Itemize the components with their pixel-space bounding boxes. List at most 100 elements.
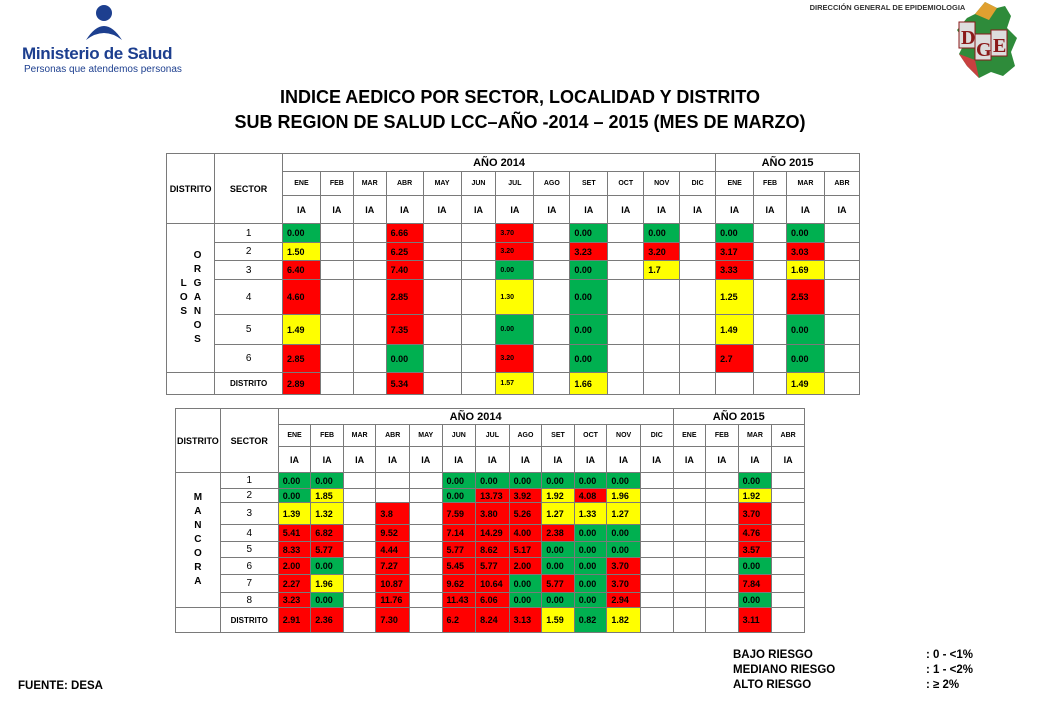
- ia-value-cell: [639, 592, 674, 608]
- ia-total-cell: [643, 372, 681, 395]
- ia-value-cell: [753, 223, 787, 243]
- sector-number: 2: [219, 488, 279, 503]
- district-letter: A: [194, 506, 202, 517]
- month-header: ENE: [672, 424, 707, 447]
- month-header: JUN: [460, 171, 497, 196]
- sector-number: 6: [214, 344, 283, 373]
- ia-value-cell: 1.32: [310, 502, 344, 525]
- ia-total-cell: 6.2: [441, 607, 477, 633]
- ia-value-cell: [422, 314, 462, 345]
- ia-value-cell: [319, 314, 354, 345]
- ia-value-cell: 1.49: [281, 314, 321, 345]
- ia-value-cell: 1.49: [715, 314, 755, 345]
- ia-header: IA: [422, 195, 462, 224]
- legend-label: BAJO RIESGO: [733, 649, 813, 661]
- table-row: 4 4.60 2.85 1.30 0.00 1.25 2.53: [167, 279, 861, 315]
- month-header: OCT: [607, 171, 645, 196]
- ia-header: IA: [737, 446, 773, 473]
- ia-total-cell: [460, 372, 497, 395]
- ia-value-cell: [422, 223, 462, 243]
- ia-value-cell: 2.27: [277, 574, 312, 593]
- ia-value-cell: 0.00: [495, 314, 535, 345]
- month-header: ENE: [281, 171, 321, 196]
- ia-total-cell: [607, 372, 645, 395]
- ia-value-cell: 4.08: [573, 488, 608, 503]
- month-header: MAR: [342, 424, 377, 447]
- ia-value-cell: [352, 344, 387, 373]
- table-row: 2 0.00 1.85 0.00 13.73 3.92 1.92 4.08 1.96 1.92: [176, 488, 805, 503]
- ia-header: IA: [785, 195, 825, 224]
- svg-text:E: E: [993, 35, 1006, 57]
- ia-header: IA: [541, 446, 575, 473]
- ia-value-cell: 0.00: [385, 344, 424, 373]
- ia-value-cell: 0.00: [508, 472, 543, 489]
- ia-value-cell: [753, 279, 787, 315]
- ia-value-cell: [823, 314, 861, 345]
- ia-value-cell: 3.80: [475, 502, 510, 525]
- ia-value-cell: 0.00: [573, 524, 608, 542]
- ia-value-cell: 3.70: [606, 574, 641, 593]
- ia-value-cell: 2.94: [606, 592, 641, 608]
- month-header: NOV: [606, 424, 641, 447]
- ministry-name: Ministerio de Salud: [22, 44, 173, 63]
- ia-value-cell: 6.82: [310, 524, 344, 542]
- ia-header: IA: [533, 195, 571, 224]
- ia-total-cell: 2.89: [281, 372, 321, 395]
- ia-value-cell: 0.00: [541, 472, 575, 489]
- ia-value-cell: 7.27: [375, 557, 410, 575]
- ia-value-cell: [607, 260, 645, 280]
- ia-value-cell: [460, 223, 497, 243]
- ia-value-cell: 5.41: [277, 524, 312, 542]
- ia-value-cell: 4.76: [737, 524, 773, 542]
- ia-total-cell: 1.57: [495, 372, 535, 395]
- ia-value-cell: 0.00: [606, 524, 641, 542]
- ia-value-cell: 1.25: [715, 279, 755, 315]
- header-row-years: DISTRITO SECTOR AÑO 2014 AÑO 2015: [165, 153, 860, 224]
- district-letter: R: [193, 264, 202, 275]
- ia-value-cell: [408, 592, 443, 608]
- ia-value-cell: [771, 488, 805, 503]
- ia-value-cell: 1.85: [310, 488, 344, 503]
- month-header: SET: [541, 424, 575, 447]
- district-letter: A: [194, 576, 202, 587]
- ia-total-cell: [771, 607, 805, 633]
- ia-value-cell: 0.00: [277, 472, 312, 489]
- ia-value-cell: 3.70: [606, 557, 641, 575]
- ia-header: IA: [823, 195, 861, 224]
- ia-value-cell: [771, 574, 805, 593]
- ia-value-cell: 0.00: [277, 488, 312, 503]
- ia-header: IA: [385, 195, 424, 224]
- ia-header: IA: [753, 195, 787, 224]
- ia-value-cell: 3.8: [375, 502, 410, 525]
- ia-header: IA: [475, 446, 510, 473]
- table-row: L O S O R G A N O S 1 0.00 6.66 3.70 0.00 0.00 0.00 0.00: [165, 223, 861, 373]
- legend-label: MEDIANO RIESGO: [733, 664, 836, 676]
- ia-value-cell: 0.00: [281, 223, 321, 243]
- district-letter: R: [194, 562, 202, 573]
- ia-value-cell: [460, 260, 497, 280]
- ia-value-cell: [460, 279, 497, 315]
- ia-value-cell: 3.17: [715, 242, 755, 261]
- empty-cell: [165, 372, 216, 395]
- table-row: M A N C O R A 1 0.00 0.00 0.00 0.00 0.00 0.00 0.00 0.00…: [175, 472, 805, 608]
- ia-value-cell: [460, 242, 497, 261]
- ia-value-cell: 5.26: [508, 502, 543, 525]
- month-header: AGO: [508, 424, 543, 447]
- ia-value-cell: [319, 223, 354, 243]
- ia-value-cell: 0.00: [737, 557, 773, 575]
- ia-value-cell: [408, 541, 443, 558]
- ia-value-cell: [408, 488, 443, 503]
- ia-total-cell: 1.49: [785, 372, 825, 395]
- ia-value-cell: [771, 557, 805, 575]
- table-row: 5 1.49 7.35 0.00 0.00 1.49 0.00: [167, 314, 861, 345]
- ia-value-cell: 11.43: [441, 592, 477, 608]
- ia-value-cell: [639, 574, 674, 593]
- month-header: JUN: [441, 424, 477, 447]
- ia-value-cell: 0.00: [495, 260, 535, 280]
- ia-value-cell: 4.44: [375, 541, 410, 558]
- ia-header: IA: [281, 195, 321, 224]
- sector-number: 1: [219, 472, 279, 489]
- sector-header: SECTOR: [214, 153, 283, 224]
- legend-range: : ≥ 2%: [926, 679, 960, 691]
- ia-value-cell: [679, 314, 717, 345]
